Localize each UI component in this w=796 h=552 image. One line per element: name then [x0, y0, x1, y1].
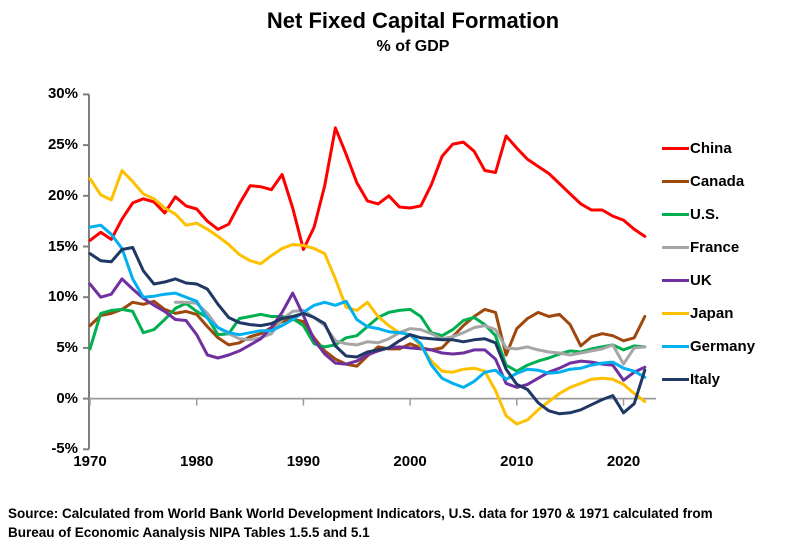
x-axis-tick-label: 1970 [73, 453, 107, 470]
y-axis-tick-label: 20% [47, 186, 78, 204]
series-line-germany [88, 223, 647, 389]
legend-item-italy: Italy [662, 363, 755, 396]
legend-line-swatch-germany [662, 344, 689, 349]
x-axis-tick-label: 2010 [500, 453, 534, 470]
legend-line-swatch-italy [662, 377, 689, 382]
legend-line-swatch-us [662, 212, 689, 217]
legend-item-us: U.S. [662, 198, 755, 231]
x-axis-tick-label: 2000 [393, 453, 427, 470]
legend-item-france: France [662, 231, 755, 264]
legend-line-swatch-france [662, 245, 689, 250]
legend-line-swatch-japan [662, 311, 689, 316]
y-axis-tick-label: 0% [56, 389, 78, 407]
legend-label-uk: UK [690, 272, 712, 289]
y-axis-tick-label: -5% [51, 440, 78, 458]
legend-item-china: China [662, 132, 755, 165]
legend-item-germany: Germany [662, 330, 755, 363]
series-line-italy [88, 246, 647, 416]
legend-label-us: U.S. [690, 206, 720, 223]
legend-line-swatch-uk [662, 278, 689, 283]
source-note-line2: Bureau of Economic Aanalysis NIPA Tables… [8, 525, 370, 540]
legend-line-swatch-canada [662, 179, 689, 184]
series-line-japan [88, 169, 647, 426]
legend-label-france: France [690, 239, 740, 256]
legend-label-canada: Canada [690, 173, 745, 190]
x-axis-tick-label: 1990 [286, 453, 321, 470]
y-axis-tick-label: 15% [47, 237, 78, 255]
legend-item-uk: UK [662, 264, 755, 297]
series-line-uk [88, 277, 647, 389]
chart-title: Net Fixed Capital Formation [266, 8, 560, 33]
y-axis-tick-label: 30% [47, 85, 78, 103]
series-line-france [173, 300, 647, 366]
x-axis-tick-label: 1980 [180, 453, 214, 470]
y-axis-tick-label: 25% [47, 136, 78, 154]
legend-label-germany: Germany [690, 338, 756, 355]
legend-label-china: China [690, 140, 732, 157]
legend-item-japan: Japan [662, 297, 755, 330]
legend-line-swatch-china [662, 146, 689, 151]
x-axis-tick-label: 2020 [606, 453, 641, 470]
legend-item-canada: Canada [662, 165, 755, 198]
y-axis-tick-label: 10% [47, 288, 78, 306]
y-axis-tick-label: 5% [56, 338, 78, 356]
legend-label-japan: Japan [690, 305, 734, 322]
series-line-china [88, 126, 647, 251]
legend-label-italy: Italy [690, 371, 721, 388]
source-note-line1: Source: Calculated from World Bank World… [8, 506, 713, 521]
chart-legend: China Canada U.S. France UK Japan Germany Italy [662, 132, 755, 396]
chart-subtitle: % of GDP [376, 38, 450, 55]
